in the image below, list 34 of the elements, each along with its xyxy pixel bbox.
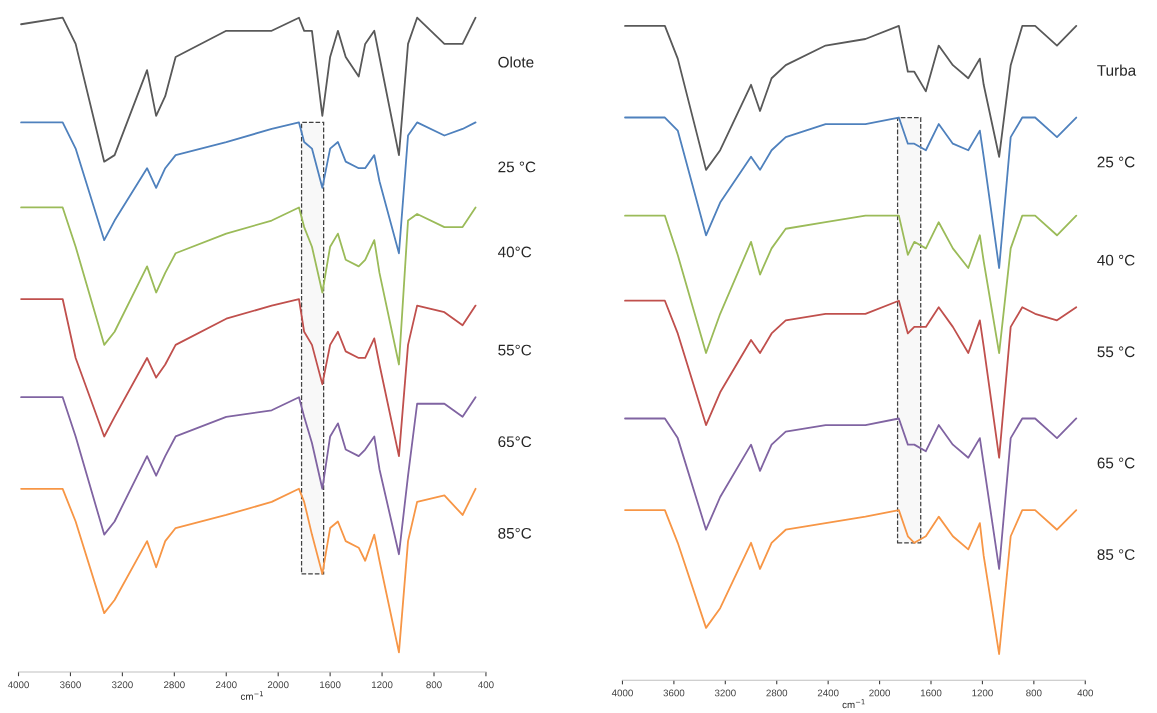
x-tick-label: 400 xyxy=(1077,689,1093,697)
x-tick-label: 2800 xyxy=(766,689,788,697)
x-tick-label: 1200 xyxy=(972,689,993,697)
x-tick-label: 2000 xyxy=(869,689,891,697)
text: 55 °C xyxy=(1097,346,1135,358)
x-tick-label: 800 xyxy=(426,681,442,689)
x-tick-label: 3600 xyxy=(60,681,81,689)
x-tick-label: 800 xyxy=(1026,689,1042,697)
x-axis-title: cm$^{−1}$ xyxy=(240,691,263,700)
x-tick-label: 1200 xyxy=(372,681,393,689)
x-axis-title: cm$^{−1}$ xyxy=(842,699,865,709)
x-tick-label: 400 xyxy=(478,681,494,689)
text: 40 °C xyxy=(1097,254,1135,266)
text: 85 °C xyxy=(1097,549,1135,560)
x-tick-label: 2800 xyxy=(164,681,185,689)
x-tick-label: 1600 xyxy=(920,689,942,697)
x-tick-label: 3600 xyxy=(663,689,685,697)
x-tick-label: 3200 xyxy=(111,681,133,689)
x-tick-label: 4000 xyxy=(611,689,633,697)
text: 25 °C xyxy=(1097,156,1135,168)
x-tick-label: 4000 xyxy=(7,681,29,689)
x-tick-label: 2400 xyxy=(817,689,839,697)
x-tick-label: 1600 xyxy=(320,681,341,689)
text: Olote xyxy=(498,56,534,68)
text: 65 °C xyxy=(1097,457,1135,469)
text: 65°C xyxy=(498,436,532,448)
x-tick-label: 2000 xyxy=(267,681,289,689)
text: 40°C xyxy=(497,246,532,258)
x-tick-label: 3200 xyxy=(714,689,736,697)
x-tick-label: 2400 xyxy=(215,681,237,689)
text: Turba xyxy=(1097,64,1137,76)
text: 85°C xyxy=(498,527,532,539)
text: 25 °C xyxy=(498,161,536,173)
text: 55°C xyxy=(498,344,532,356)
